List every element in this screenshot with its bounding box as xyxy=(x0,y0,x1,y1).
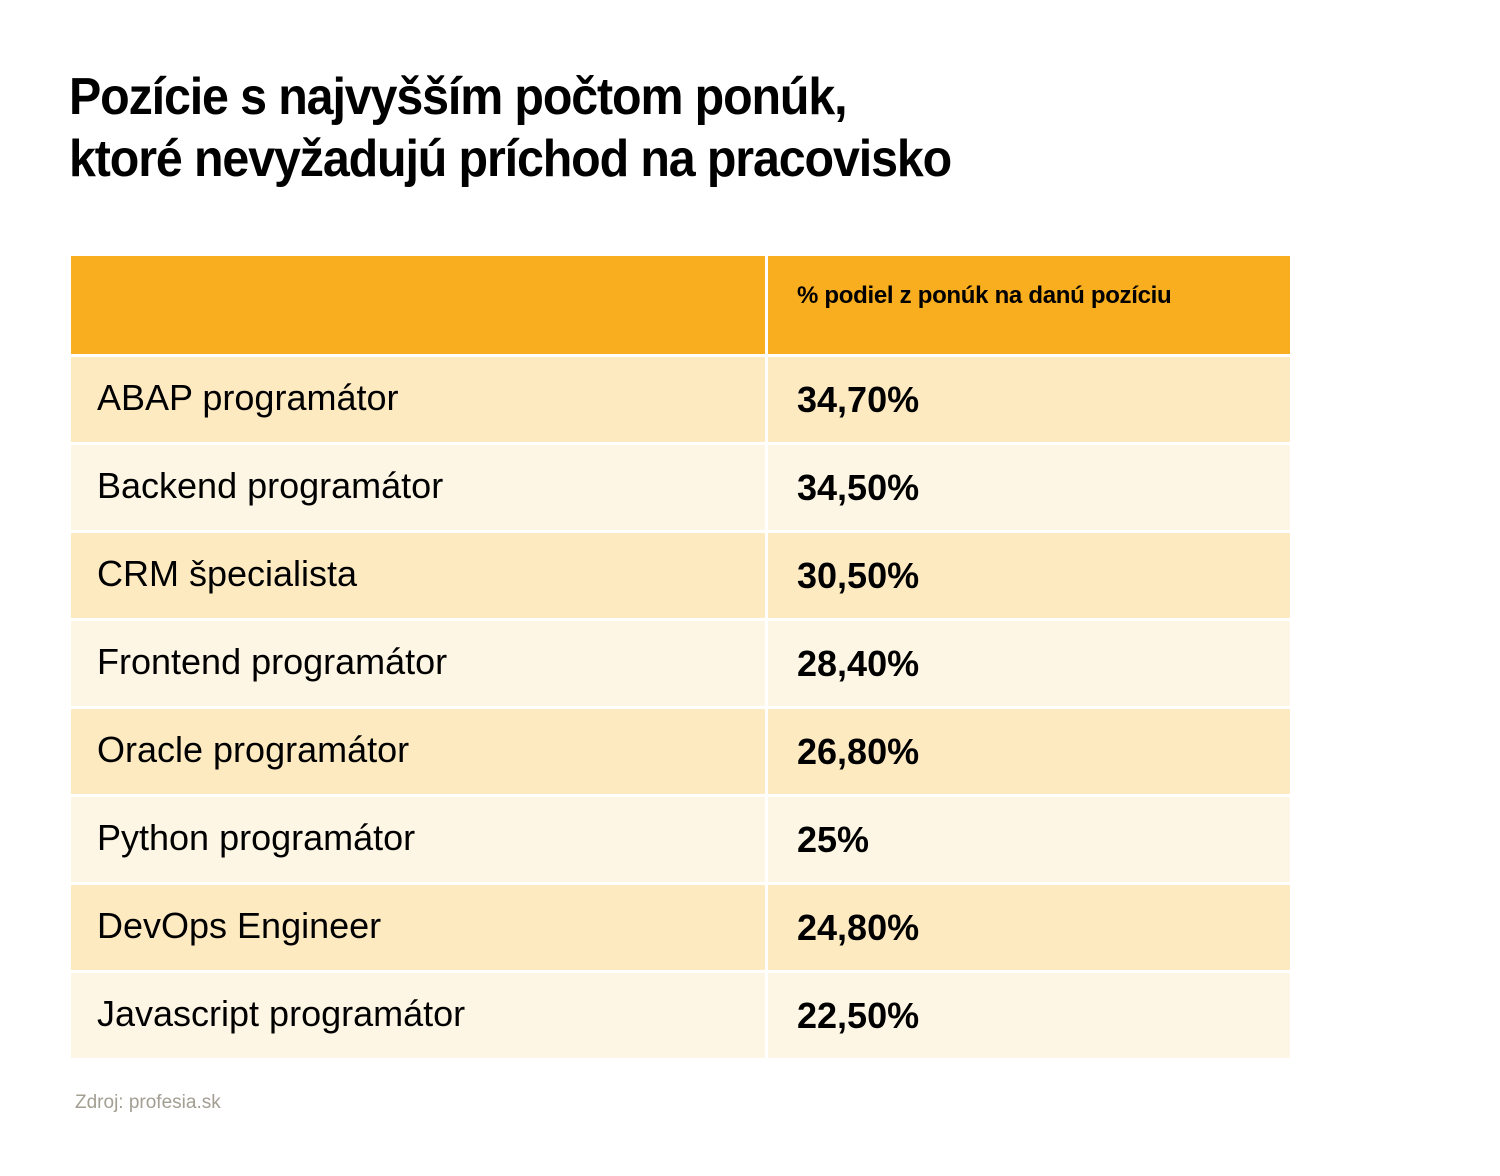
title-line-1: Pozície s najvyšším počtom ponúk, xyxy=(69,68,848,126)
table-row: Oracle programátor 26,80% xyxy=(71,709,1290,794)
source-note: Zdroj: profesia.sk xyxy=(75,1092,221,1113)
position-cell: Javascript programátor xyxy=(71,973,765,1058)
table-row: Python programátor 25% xyxy=(71,797,1290,882)
share-cell: 28,40% xyxy=(768,621,1290,706)
position-cell: DevOps Engineer xyxy=(71,885,765,970)
table-row: Backend programátor 34,50% xyxy=(71,445,1290,530)
position-cell: Backend programátor xyxy=(71,445,765,530)
position-cell: ABAP programátor xyxy=(71,357,765,442)
table-row: Frontend programátor 28,40% xyxy=(71,621,1290,706)
table-header-row: % podiel z ponúk na danú pozíciu xyxy=(71,256,1290,354)
share-cell: 30,50% xyxy=(768,533,1290,618)
page-title: Pozície s najvyšším počtom ponúk, ktoré … xyxy=(69,66,952,190)
share-cell: 22,50% xyxy=(768,973,1290,1058)
header-cell-share: % podiel z ponúk na danú pozíciu xyxy=(768,256,1290,354)
share-cell: 34,70% xyxy=(768,357,1290,442)
share-cell: 24,80% xyxy=(768,885,1290,970)
table-row: CRM špecialista 30,50% xyxy=(71,533,1290,618)
position-cell: Python programátor xyxy=(71,797,765,882)
share-cell: 25% xyxy=(768,797,1290,882)
share-cell: 26,80% xyxy=(768,709,1290,794)
share-cell: 34,50% xyxy=(768,445,1290,530)
table-row: Javascript programátor 22,50% xyxy=(71,973,1290,1058)
header-cell-position xyxy=(71,256,765,354)
position-cell: CRM špecialista xyxy=(71,533,765,618)
table-row: ABAP programátor 34,70% xyxy=(71,357,1290,442)
table-row: DevOps Engineer 24,80% xyxy=(71,885,1290,970)
positions-table: % podiel z ponúk na danú pozíciu ABAP pr… xyxy=(71,256,1290,1058)
position-cell: Frontend programátor xyxy=(71,621,765,706)
title-line-2: ktoré nevyžadujú príchod na pracovisko xyxy=(69,130,952,188)
position-cell: Oracle programátor xyxy=(71,709,765,794)
